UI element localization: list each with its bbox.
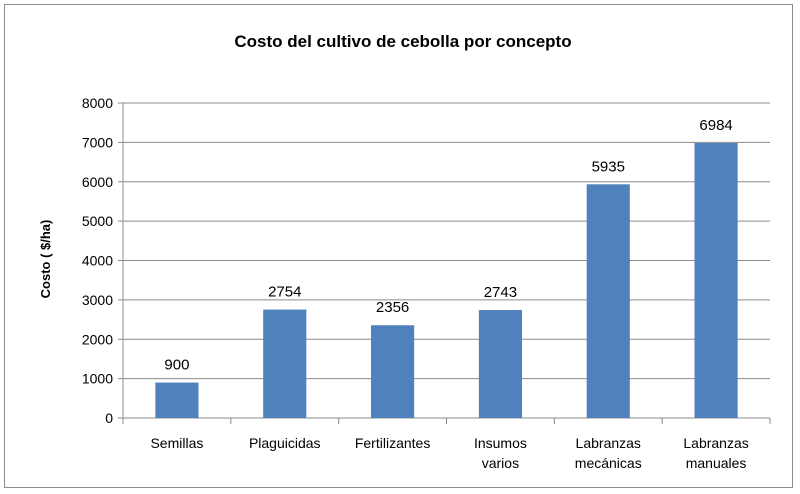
data-label: 2754: [268, 284, 301, 301]
category-label: varios: [482, 455, 519, 471]
y-tick-label: 6000: [82, 174, 113, 190]
y-tick-label: 3000: [82, 292, 113, 308]
y-tick-label: 1000: [82, 371, 113, 387]
axes: 0 1000 2000 3000 4000 5000 6000 7000 8000: [82, 95, 771, 426]
category-label: Labranzas: [683, 435, 748, 451]
bar: [371, 325, 415, 418]
y-tick-label: 0: [105, 410, 113, 426]
y-tick-label: 4000: [82, 253, 113, 269]
data-label: 2743: [484, 284, 517, 301]
category-label: Labranzas: [576, 435, 641, 451]
bars: [155, 143, 738, 418]
category-label: Semillas: [150, 435, 203, 451]
y-axis-label: Costo ( $/ha): [38, 220, 53, 299]
data-label: 6984: [699, 117, 732, 134]
category-label: Insumos: [474, 435, 527, 451]
bar: [155, 382, 199, 418]
category-label: Plaguicidas: [249, 435, 321, 451]
bar: [263, 309, 307, 418]
data-label: 5935: [592, 158, 625, 175]
category-label: Fertilizantes: [355, 435, 430, 451]
bar: [694, 143, 738, 418]
y-tick-label: 8000: [82, 95, 113, 111]
data-label: 900: [164, 357, 189, 374]
gridlines: [123, 102, 770, 380]
category-label: mecánicas: [575, 455, 642, 471]
labels: 900 Semillas 2754 Plaguicidas 2356 Fertilizan…: [150, 117, 748, 471]
chart-title: Costo del cultivo de cebolla por concept…: [234, 32, 571, 51]
bar: [586, 184, 630, 418]
y-tick-label: 7000: [82, 134, 113, 150]
chart-frame: Costo del cultivo de cebolla por concept…: [4, 4, 793, 488]
category-label: manuales: [686, 455, 747, 471]
y-tick-label: 2000: [82, 331, 113, 347]
bar-chart: Costo del cultivo de cebolla por concept…: [38, 32, 771, 471]
data-label: 2356: [376, 299, 409, 316]
y-tick-label: 5000: [82, 213, 113, 229]
bar: [478, 309, 522, 418]
